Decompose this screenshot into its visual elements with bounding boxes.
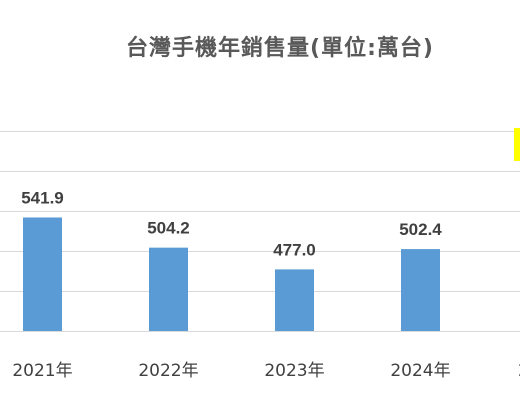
data-label-2: 477.0 bbox=[273, 240, 316, 259]
data-label-0: 541.9 bbox=[21, 188, 64, 207]
bar-1 bbox=[149, 247, 188, 331]
bar-2 bbox=[275, 269, 314, 331]
bar-3 bbox=[401, 249, 440, 331]
data-label-1: 504.2 bbox=[147, 219, 190, 238]
data-label-3: 502.4 bbox=[399, 220, 442, 239]
bar-0 bbox=[23, 217, 62, 331]
x-tick-label-2: 2023年 bbox=[264, 361, 324, 381]
highlight-marker bbox=[514, 128, 520, 161]
x-tick-labels: 2021年 2022年 2023年 2024年 2 bbox=[12, 361, 520, 381]
x-tick-label-0: 2021年 bbox=[12, 361, 72, 381]
chart-title: 台灣手機年銷售量(單位:萬台) bbox=[126, 36, 434, 61]
x-tick-label-3: 2024年 bbox=[390, 361, 450, 381]
bars bbox=[23, 217, 440, 331]
data-labels: 541.9 504.2 477.0 502.4 bbox=[21, 188, 442, 259]
gridlines bbox=[0, 131, 520, 332]
x-tick-label-1: 2022年 bbox=[138, 361, 198, 381]
x-tick-label-4: 2 bbox=[518, 361, 520, 381]
